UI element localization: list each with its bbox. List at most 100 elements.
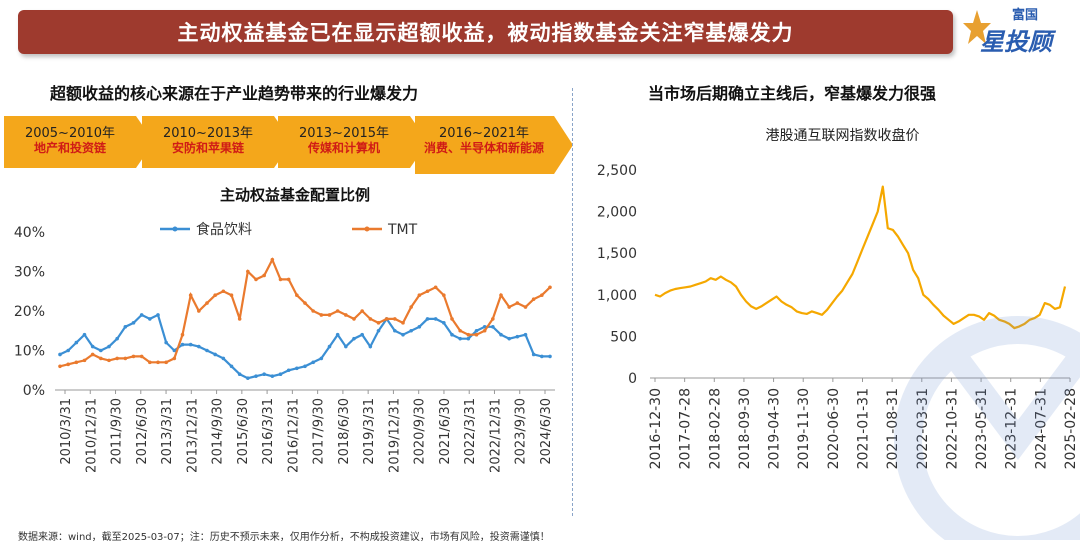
x-tick-label: 2017/9/30 bbox=[312, 398, 327, 465]
data-point bbox=[376, 321, 381, 325]
data-point bbox=[74, 360, 79, 365]
y-tick-label: 20% bbox=[14, 304, 45, 320]
data-point bbox=[311, 309, 315, 313]
data-point bbox=[172, 348, 177, 353]
data-point bbox=[237, 372, 242, 376]
data-point bbox=[458, 336, 462, 341]
data-point bbox=[156, 360, 160, 365]
x-tick-label: 2023-05-31 bbox=[974, 388, 990, 469]
x-tick-label: 2014/9/30 bbox=[211, 398, 226, 465]
x-tick-label: 2012/6/30 bbox=[135, 398, 150, 465]
x-tick-label: 2021-01-31 bbox=[856, 388, 872, 469]
phase-industry: 地产和投资链 bbox=[33, 141, 106, 155]
x-tick-label: 2022/3/31 bbox=[463, 398, 478, 465]
data-point bbox=[82, 358, 87, 363]
data-point bbox=[319, 356, 324, 361]
y-tick-label: 40% bbox=[14, 225, 45, 241]
data-point bbox=[229, 293, 234, 297]
data-point bbox=[139, 354, 144, 359]
data-point bbox=[409, 305, 413, 309]
x-tick-label: 2016-12-30 bbox=[648, 388, 664, 469]
data-point bbox=[417, 293, 422, 297]
x-tick-label: 2018/6/30 bbox=[337, 398, 352, 465]
x-tick-label: 2019/3/31 bbox=[362, 398, 377, 465]
phase-arrow-1: 2005~2010年 地产和投资链 bbox=[4, 116, 154, 168]
x-tick-label: 2025-02-28 bbox=[1063, 388, 1079, 469]
legend-label: TMT bbox=[387, 222, 418, 238]
data-point bbox=[270, 374, 275, 378]
data-point bbox=[58, 352, 62, 357]
data-point bbox=[352, 336, 356, 341]
data-point bbox=[66, 362, 70, 367]
data-point bbox=[482, 328, 487, 333]
legend-label: 食品饮料 bbox=[196, 221, 252, 238]
data-point bbox=[164, 340, 168, 345]
footer-note: 数据来源：wind，截至2025-03-07；注：历史不预示未来，仅用作分析，不… bbox=[18, 532, 550, 543]
data-point bbox=[523, 305, 528, 309]
y-tick-label: 500 bbox=[610, 329, 637, 345]
data-point bbox=[295, 366, 299, 371]
data-point bbox=[352, 317, 356, 321]
data-point bbox=[107, 344, 111, 349]
brand-logo: 富国 星投顾 bbox=[962, 4, 1070, 56]
data-point bbox=[107, 358, 111, 363]
data-point bbox=[262, 372, 266, 376]
data-point bbox=[205, 348, 209, 353]
data-point bbox=[295, 293, 299, 297]
data-point bbox=[474, 328, 479, 333]
data-point bbox=[548, 285, 552, 290]
x-tick-label: 2024/6/30 bbox=[539, 398, 554, 465]
panel-divider bbox=[572, 88, 573, 516]
data-point bbox=[442, 293, 446, 297]
data-point bbox=[442, 321, 446, 325]
data-point bbox=[515, 301, 520, 305]
phase-arrow-4: 2016~2021年 消费、半导体和新能源 bbox=[415, 116, 573, 174]
data-point bbox=[286, 277, 291, 282]
y-tick-label: 10% bbox=[14, 344, 45, 360]
left-subtitle: 超额收益的核心来源在于产业趋势带来的行业爆发力 bbox=[50, 84, 419, 103]
hk-internet-index-chart: 港股通互联网指数收盘价 0 500 1,000 1,500 2,000 2,500 2016-… bbox=[597, 127, 1079, 469]
data-point bbox=[474, 332, 479, 337]
data-point bbox=[197, 309, 201, 313]
x-tick-label: 2021-08-31 bbox=[885, 388, 901, 469]
data-point bbox=[246, 269, 250, 274]
logo-top-text: 富国 bbox=[1012, 8, 1039, 23]
data-point bbox=[507, 305, 511, 309]
x-tick-label: 2020-06-30 bbox=[826, 388, 842, 469]
data-point bbox=[344, 313, 348, 317]
chart-title: 主动权益基金配置比例 bbox=[220, 186, 370, 204]
data-point bbox=[205, 301, 209, 305]
phase-period: 2010~2013年 bbox=[162, 126, 254, 141]
right-subtitle-text: 当市场后期确立主线后，窄基爆发力很强 bbox=[648, 84, 937, 103]
watermark-logo bbox=[894, 316, 1080, 540]
data-point bbox=[237, 317, 242, 321]
data-point bbox=[393, 317, 397, 321]
data-point bbox=[335, 332, 340, 337]
data-point bbox=[458, 328, 462, 333]
data-point bbox=[123, 325, 128, 329]
data-point bbox=[303, 364, 307, 369]
title-banner: 主动权益基金已在显示超额收益，被动指数基金关注窄基爆发力 bbox=[18, 10, 953, 54]
data-point bbox=[425, 289, 430, 294]
banner-title: 主动权益基金已在显示超额收益，被动指数基金关注窄基爆发力 bbox=[177, 21, 794, 45]
x-tick-label: 2010/12/31 bbox=[84, 398, 99, 473]
data-point bbox=[417, 325, 422, 329]
data-point bbox=[327, 313, 332, 317]
x-tick-label: 2023-12-31 bbox=[1004, 388, 1020, 469]
x-tick-label: 2011/9/30 bbox=[110, 398, 125, 465]
x-tick-label: 2018-09-30 bbox=[737, 388, 753, 469]
data-point bbox=[131, 354, 136, 359]
data-point bbox=[466, 332, 471, 337]
data-point bbox=[401, 321, 405, 325]
y-tick-label: 0 bbox=[628, 371, 637, 387]
x-tick-label: 2022-03-31 bbox=[915, 388, 931, 469]
data-point bbox=[286, 368, 291, 373]
data-point bbox=[360, 332, 364, 337]
data-point bbox=[278, 372, 283, 376]
data-point bbox=[148, 317, 152, 321]
x-tick-label: 2024-07-31 bbox=[1033, 388, 1049, 469]
x-tick-label: 2019-04-30 bbox=[767, 388, 783, 469]
series-line bbox=[654, 185, 1067, 330]
x-tick-label: 2019-11-30 bbox=[796, 388, 812, 469]
data-point bbox=[450, 332, 454, 337]
